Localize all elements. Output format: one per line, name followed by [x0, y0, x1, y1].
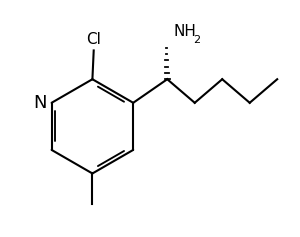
Text: Cl: Cl [86, 32, 101, 46]
Text: N: N [33, 94, 46, 112]
Text: 2: 2 [194, 35, 201, 45]
Text: NH: NH [174, 24, 197, 39]
